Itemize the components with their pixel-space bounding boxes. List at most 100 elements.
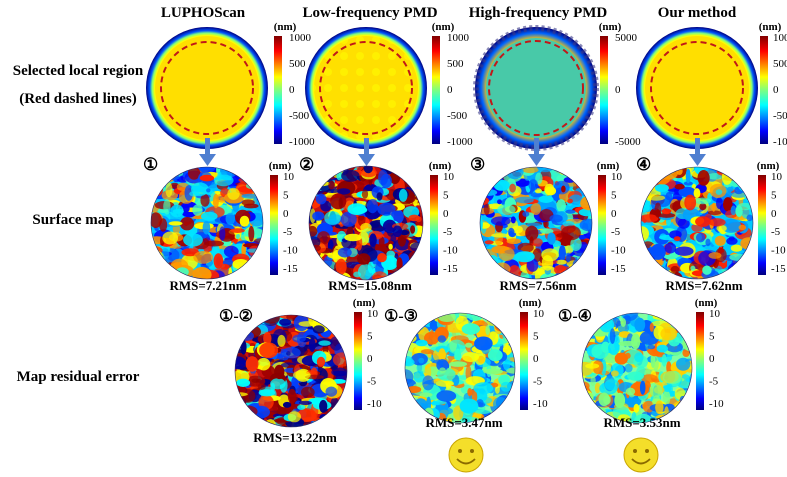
svg-text:0: 0 [611, 208, 617, 220]
svg-text:(nm): (nm) [353, 297, 376, 309]
svg-text:-1000: -1000 [289, 136, 315, 148]
svg-text:(nm): (nm) [597, 160, 620, 172]
surface-map-3 [479, 166, 593, 280]
svg-text:-5: -5 [771, 226, 781, 238]
surface-map-4 [640, 166, 754, 280]
colorbar-surface-3: (nm)10 5 0 -5 -10 -15 [597, 160, 626, 275]
svg-text:-10: -10 [611, 245, 626, 257]
arrow-down-icon [528, 138, 545, 166]
svg-text:-15: -15 [283, 263, 298, 275]
marker-2: ② [299, 155, 314, 174]
svg-text:500: 500 [773, 58, 787, 70]
surface-rms-1: RMS=7.21nm [169, 278, 246, 293]
arrow-down-icon [199, 138, 216, 166]
residual-rms-2: RMS=3.47nm [425, 415, 502, 430]
residual-map-1-3 [404, 312, 516, 424]
selected-region-outline [319, 41, 413, 135]
svg-text:0: 0 [443, 208, 449, 220]
svg-text:1000: 1000 [289, 32, 312, 44]
svg-text:0: 0 [533, 353, 539, 365]
svg-text:-5: -5 [443, 226, 453, 238]
residual-label-1-4: ①-④ [558, 308, 592, 325]
selected-region-outline [160, 41, 254, 135]
svg-text:0: 0 [367, 353, 373, 365]
column-header-luphoscan: LUPHOScan [161, 5, 246, 21]
svg-text:-5: -5 [709, 376, 719, 388]
svg-text:-500: -500 [773, 110, 787, 122]
svg-text:(nm): (nm) [429, 160, 452, 172]
colorbar-residual-1: (nm)10 5 0 -5 -10 [353, 297, 382, 410]
svg-text:5: 5 [771, 189, 777, 201]
svg-text:5: 5 [283, 189, 289, 201]
colorbar-residual-3: (nm)10 5 0 -5 -10 [695, 297, 724, 410]
colorbar-surface-1: (nm)10 5 0 -5 -10 -15 [269, 160, 298, 275]
colorbar-region-3: (nm) 5000 0 -5000 [599, 21, 641, 148]
svg-text:(nm): (nm) [432, 21, 455, 33]
region-map-low-frequency [305, 27, 427, 149]
svg-text:-5: -5 [611, 226, 621, 238]
svg-text:-5: -5 [367, 376, 377, 388]
surface-map-2 [308, 165, 424, 281]
svg-text:-5000: -5000 [615, 136, 641, 148]
svg-text:(nm): (nm) [757, 160, 780, 172]
colorbar-residual-2: (nm)10 5 0 -5 -10 [519, 297, 548, 410]
row-label-selected-region: Selected local region [13, 63, 144, 79]
svg-text:1000: 1000 [447, 32, 470, 44]
arrow-down-icon [689, 138, 706, 166]
svg-text:0: 0 [709, 353, 715, 365]
svg-text:-5: -5 [533, 376, 543, 388]
colorbar-region-2: (nm) 1000 500 0 -500 -1000 [432, 21, 473, 148]
colorbar-surface-2: (nm)10 5 0 -5 -10 -15 [429, 160, 458, 275]
residual-rms-3: RMS=3.53nm [603, 415, 680, 430]
svg-text:(nm): (nm) [599, 21, 622, 33]
surface-rms-3: RMS=7.56nm [499, 278, 576, 293]
surface-rms-2: RMS=15.08nm [328, 278, 412, 293]
row-label-map-residual: Map residual error [17, 369, 140, 385]
svg-text:-10: -10 [771, 245, 786, 257]
svg-text:0: 0 [773, 84, 779, 96]
row-label-red-dashed: (Red dashed lines) [19, 91, 137, 107]
svg-text:0: 0 [771, 208, 777, 220]
region-map-our-method [636, 27, 758, 149]
colorbar-surface-4: (nm)10 5 0 -5 -10 -15 [757, 160, 786, 275]
residual-map-1-4 [581, 312, 693, 424]
row-label-surface-map: Surface map [32, 212, 113, 228]
marker-3: ③ [470, 155, 485, 174]
svg-text:-10: -10 [533, 398, 548, 410]
svg-text:-1000: -1000 [773, 136, 787, 148]
residual-rms-1: RMS=13.22nm [253, 430, 337, 445]
svg-text:10: 10 [771, 171, 783, 183]
selected-region-outline [488, 40, 584, 136]
svg-text:(nm): (nm) [269, 160, 292, 172]
residual-map-1-2 [234, 314, 348, 428]
svg-text:500: 500 [447, 58, 464, 70]
svg-text:-10: -10 [709, 398, 724, 410]
svg-text:10: 10 [611, 171, 623, 183]
svg-text:10: 10 [283, 171, 295, 183]
svg-text:1000: 1000 [773, 32, 787, 44]
svg-text:500: 500 [289, 58, 306, 70]
column-header-low-frequency: Low-frequency PMD [302, 5, 437, 21]
svg-text:(nm): (nm) [519, 297, 542, 309]
svg-text:5: 5 [367, 331, 373, 343]
residual-label-1-3: ①-③ [384, 308, 418, 325]
svg-text:5: 5 [533, 331, 539, 343]
residual-label-1-2: ①-② [219, 308, 253, 325]
colorbar-region-4: (nm) 1000 500 0 -500 -1000 [759, 21, 787, 148]
arrow-down-icon [358, 138, 375, 166]
marker-4: ④ [636, 155, 651, 174]
svg-text:-1000: -1000 [447, 136, 473, 148]
svg-text:-10: -10 [367, 398, 382, 410]
svg-text:-10: -10 [443, 245, 458, 257]
svg-text:0: 0 [289, 84, 295, 96]
selected-region-outline [650, 41, 744, 135]
svg-text:-15: -15 [771, 263, 786, 275]
svg-text:-5: -5 [283, 226, 293, 238]
region-map-luphoscan [146, 27, 268, 149]
svg-text:(nm): (nm) [274, 21, 297, 33]
svg-text:(nm): (nm) [759, 21, 782, 33]
svg-text:5: 5 [443, 189, 449, 201]
colorbar-region-1: (nm) 1000 500 0 -500 -1000 [274, 21, 315, 148]
column-header-our-method: Our method [658, 5, 737, 21]
